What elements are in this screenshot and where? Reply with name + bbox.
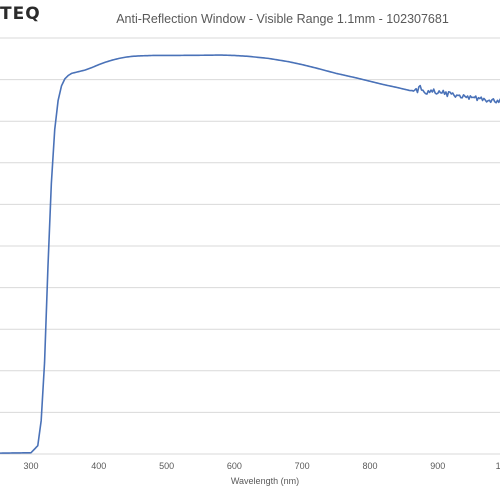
x-tick-label: 400 <box>91 461 106 471</box>
x-axis-label: Wavelength (nm) <box>231 476 299 486</box>
brand-logo: TEQ <box>0 4 41 24</box>
series-line <box>0 54 500 454</box>
x-tick-label: 1000 <box>496 461 500 471</box>
x-tick-label: 700 <box>295 461 310 471</box>
x-tick-label: 500 <box>159 461 174 471</box>
x-tick-labels: 300 400 500 600 700 800 900 1000 <box>23 461 500 471</box>
x-tick-label: 800 <box>362 461 377 471</box>
x-tick-label: 900 <box>430 461 445 471</box>
gridlines <box>0 37 500 455</box>
x-tick-label: 300 <box>23 461 38 471</box>
x-tick-label: 600 <box>227 461 242 471</box>
chart-title: Anti-Reflection Window - Visible Range 1… <box>116 12 449 26</box>
